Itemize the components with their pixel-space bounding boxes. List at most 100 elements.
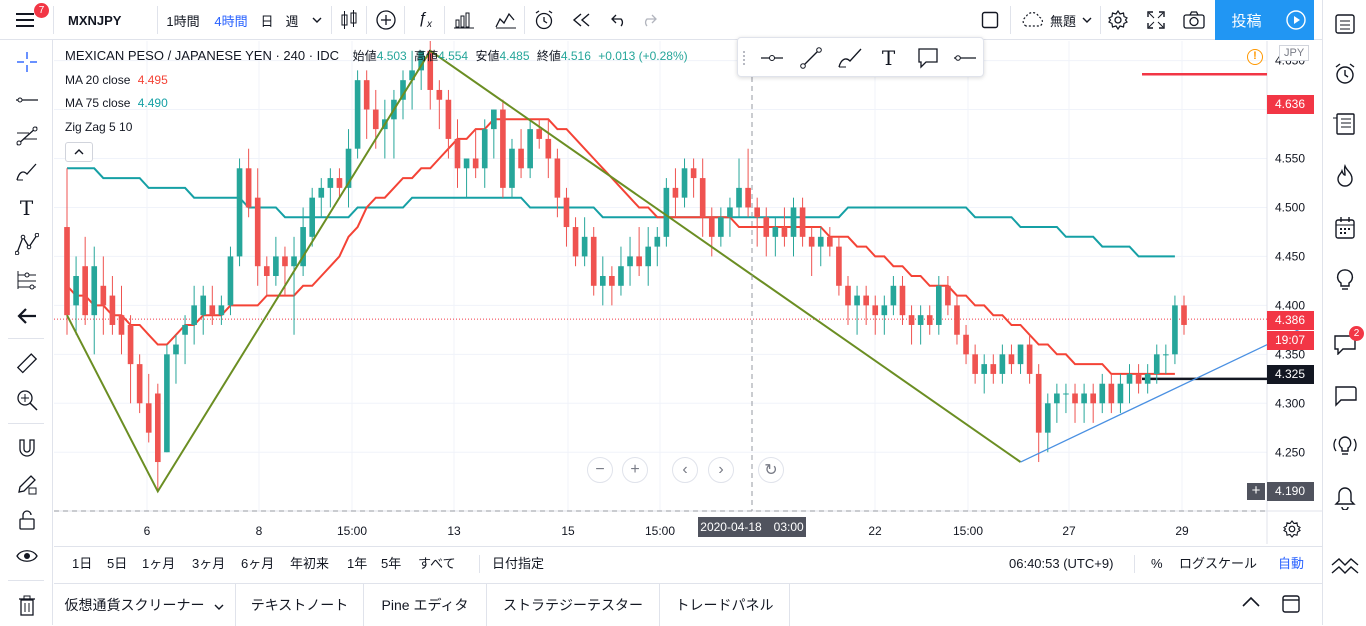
tab-crypto-screener[interactable]: 仮想通貨スクリーナー [54,584,236,626]
range-ytd[interactable]: 年初来 [290,556,330,571]
goto-date-button[interactable]: 日付指定 [492,556,545,571]
watchlist-button[interactable] [1323,4,1366,44]
measure-tool[interactable] [0,346,53,382]
dom-button[interactable] [1323,546,1366,586]
indicators-button[interactable]: ƒx [408,0,442,40]
fib-tool[interactable] [0,118,53,154]
interval-1h[interactable]: 1時間 [166,13,200,29]
settings-button[interactable] [1102,0,1134,40]
menu-button[interactable]: 7 [8,0,49,40]
range-5d[interactable]: 5日 [107,556,128,571]
pattern-tool[interactable] [0,226,53,262]
save-layout-button[interactable]: 無題 [1012,0,1100,40]
range-6m[interactable]: 6ヶ月 [241,556,275,571]
range-1d[interactable]: 1日 [72,556,93,571]
interval-1w[interactable]: 週 [285,13,299,29]
trendline-tool[interactable] [0,82,53,118]
tab-text-notes[interactable]: テキストノート [236,584,364,626]
interval-dropdown[interactable] [306,0,328,40]
publish-button[interactable]: 投稿 [1215,0,1278,40]
reset-chart-button[interactable]: ↻ [758,457,784,483]
alert-button[interactable] [528,0,560,40]
play-circle-icon [1286,10,1306,30]
collapse-legend-button[interactable] [65,142,93,162]
alerts-button[interactable] [1323,54,1366,94]
lock-drawings-tool[interactable] [0,466,53,502]
tab-pine-editor[interactable]: Pine エディタ [364,584,487,626]
legend-ma75[interactable]: MA 75 close 4.490 [65,96,172,110]
replay-play-button[interactable] [1278,0,1314,40]
range-1m[interactable]: 1ヶ月 [142,556,176,571]
candle-body [500,109,506,188]
log-scale-toggle[interactable]: ログスケール [1179,556,1258,571]
range-1y[interactable]: 1年 [347,556,368,571]
notifications-button[interactable] [1323,478,1366,518]
text-tool[interactable]: T [0,190,53,226]
draw-brush-button[interactable] [830,38,869,78]
magnet-tool[interactable] [0,430,53,466]
tab-trade-panel[interactable]: トレードパネル [660,584,790,626]
legend-ma20[interactable]: MA 20 close 4.495 [65,73,172,87]
private-chats-button[interactable] [1323,376,1366,416]
data-window-button[interactable] [1323,104,1366,144]
drag-handle[interactable] [742,50,746,66]
currency-label[interactable]: JPY [1279,45,1310,61]
candle-body [763,217,770,237]
trend-line[interactable] [1020,323,1310,463]
draw-ray-button[interactable] [945,38,984,78]
templates-button[interactable] [490,0,522,40]
draw-trendline-button[interactable] [791,38,830,78]
layout-button[interactable] [974,0,1006,40]
price-chart[interactable]: 4.6504.6004.5504.5004.4504.4004.3504.300… [54,41,1322,544]
prediction-tool[interactable] [0,262,53,298]
redo-button[interactable] [634,0,664,40]
interval-4h[interactable]: 4時間 [214,13,248,29]
timezone-clock[interactable]: 06:40:53 (UTC+9) [1009,556,1114,571]
streams-button[interactable] [1323,426,1366,466]
compare-button[interactable] [370,0,402,40]
candle-body [509,148,515,188]
message-icon [1335,386,1357,407]
symbol-search-button[interactable]: MXNJPY [68,12,122,28]
zoom-tool[interactable] [0,382,53,418]
scroll-right-button[interactable]: › [708,457,734,483]
undo-button[interactable] [604,0,634,40]
maximize-panel-button[interactable] [1282,595,1300,616]
replay-button[interactable] [566,0,598,40]
draw-callout-button[interactable] [908,38,947,78]
candle-body [754,207,760,218]
visibility-tool[interactable] [0,538,53,574]
zoom-in-button[interactable]: + [622,457,648,483]
brush-tool[interactable] [0,154,53,190]
ideas-button[interactable] [1323,260,1366,300]
crosshair-tool[interactable] [0,44,53,80]
snapshot-button[interactable] [1178,0,1210,40]
auto-scale-toggle[interactable]: 自動 [1278,556,1305,571]
candle-body [118,315,125,335]
zoom-out-button[interactable]: − [587,457,613,483]
add-alert-plus-icon[interactable]: + [1247,483,1265,500]
hotlists-button[interactable] [1323,156,1366,196]
chats-button[interactable]: 2 [1323,324,1366,364]
financials-button[interactable] [448,0,480,40]
chart-type-button[interactable] [334,0,364,40]
scroll-left-button[interactable]: ‹ [672,457,698,483]
interval-1d[interactable]: 日 [260,13,274,29]
legend-zigzag[interactable]: Zig Zag 5 10 [65,120,136,134]
draw-hline-button[interactable] [752,38,791,78]
draw-text-button[interactable]: T [869,38,908,78]
lock-tool[interactable] [0,502,53,538]
back-tool[interactable] [0,298,53,334]
eye-icon [15,550,38,562]
axis-settings-button[interactable] [1283,520,1301,541]
range-all[interactable]: すべて [418,556,456,571]
range-5y[interactable]: 5年 [381,556,402,571]
calendar-button[interactable] [1323,208,1366,248]
collapse-panel-button[interactable] [1242,596,1260,611]
percent-toggle[interactable]: % [1151,556,1163,571]
fullscreen-button[interactable] [1140,0,1172,40]
remove-drawings-tool[interactable] [0,588,53,624]
range-3m[interactable]: 3ヶ月 [192,556,226,571]
tab-strategy-tester[interactable]: ストラテジーテスター [487,584,660,626]
warning-icon[interactable]: ! [1247,49,1263,65]
